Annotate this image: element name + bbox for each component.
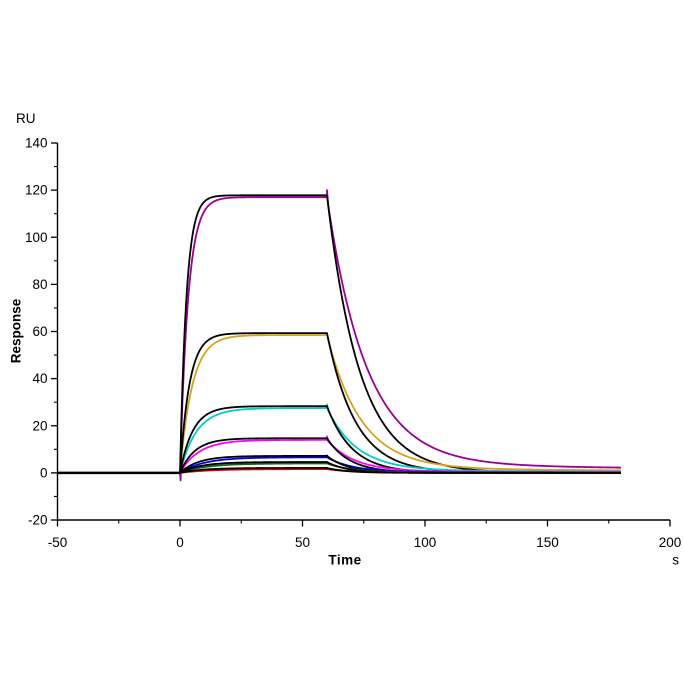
y-tick-label: 140 bbox=[25, 136, 48, 151]
series-curve-purple bbox=[57, 189, 622, 482]
y-tick-label: 80 bbox=[32, 277, 47, 292]
y-tick-label: 60 bbox=[32, 324, 47, 339]
x-tick-label: 0 bbox=[176, 535, 184, 550]
x-axis-title: Time bbox=[328, 552, 362, 568]
x-axis-unit-label: s bbox=[672, 552, 679, 568]
x-tick-label: 50 bbox=[295, 535, 310, 550]
fit-curve-red bbox=[179, 467, 621, 474]
y-tick-label: 120 bbox=[25, 183, 48, 198]
fit-curve-goldenrod bbox=[179, 332, 621, 474]
y-axis-unit-label: RU bbox=[16, 111, 36, 126]
y-tick-label: -20 bbox=[28, 513, 48, 528]
series-curve-goldenrod bbox=[57, 334, 621, 474]
y-tick-label: 0 bbox=[40, 465, 48, 480]
x-tick-label: 100 bbox=[414, 535, 437, 550]
y-tick-label: 20 bbox=[32, 418, 47, 433]
x-tick-label: 200 bbox=[659, 535, 682, 550]
x-tick-label: 150 bbox=[536, 535, 559, 550]
y-tick-label: 40 bbox=[32, 371, 47, 386]
y-tick-label: 100 bbox=[25, 230, 48, 245]
y-axis-title: Response bbox=[8, 298, 24, 364]
x-tick-label: -50 bbox=[48, 535, 68, 550]
